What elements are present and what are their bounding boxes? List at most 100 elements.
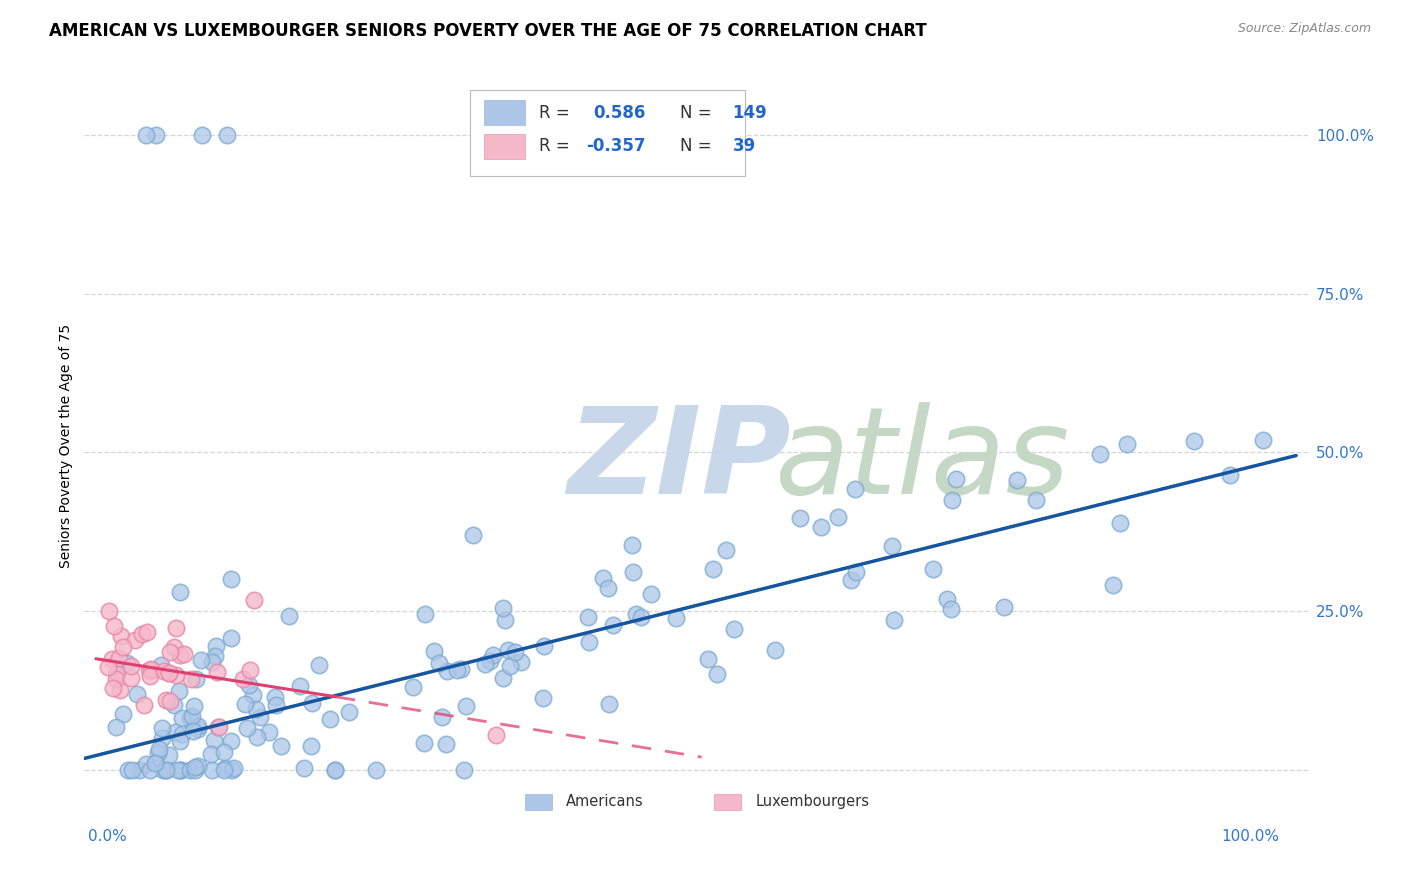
Point — [478, 654, 501, 668]
Point — [278, 609, 301, 624]
Point — [173, 647, 195, 661]
Point — [935, 592, 957, 607]
Point — [290, 679, 312, 693]
Point — [97, 604, 120, 618]
Point — [482, 648, 505, 662]
Point — [1182, 434, 1205, 448]
Point — [179, 711, 201, 725]
Point — [201, 763, 224, 777]
Point — [100, 652, 122, 666]
Point — [124, 632, 146, 647]
Point — [602, 617, 624, 632]
Point — [592, 571, 614, 585]
Point — [165, 621, 187, 635]
Point — [163, 640, 186, 654]
Point — [576, 610, 599, 624]
Point — [246, 730, 269, 744]
Text: Americans: Americans — [567, 795, 644, 809]
Point — [845, 566, 868, 580]
Text: R =: R = — [540, 137, 571, 155]
Point — [453, 763, 475, 777]
Point — [264, 698, 287, 712]
Point — [436, 664, 458, 678]
Point — [945, 472, 967, 486]
Point — [101, 681, 124, 695]
Point — [183, 760, 205, 774]
Point — [146, 746, 169, 760]
Point — [257, 725, 280, 739]
Point — [696, 651, 718, 665]
Point — [706, 666, 728, 681]
Point — [187, 759, 209, 773]
Point — [153, 664, 176, 678]
Point — [180, 708, 202, 723]
Text: 39: 39 — [733, 137, 756, 155]
Point — [159, 694, 181, 708]
Point — [111, 640, 134, 655]
Point — [233, 697, 256, 711]
Point — [402, 680, 425, 694]
Point — [474, 657, 496, 672]
Point — [149, 658, 172, 673]
Point — [181, 723, 204, 738]
Point — [155, 763, 177, 777]
Point — [499, 658, 522, 673]
Point — [214, 761, 236, 775]
Point — [148, 742, 170, 756]
Point — [1088, 447, 1111, 461]
Point — [157, 665, 180, 680]
Point — [235, 721, 257, 735]
Point — [139, 669, 162, 683]
FancyBboxPatch shape — [484, 134, 524, 159]
Point — [702, 561, 724, 575]
Point — [1025, 492, 1047, 507]
Point — [120, 671, 142, 685]
Text: R =: R = — [540, 103, 571, 121]
Point — [446, 663, 468, 677]
Point — [135, 625, 157, 640]
Point — [723, 622, 745, 636]
Point — [430, 710, 453, 724]
Point — [108, 683, 131, 698]
Point — [169, 763, 191, 777]
Point — [170, 763, 193, 777]
Point — [157, 747, 180, 762]
Y-axis label: Seniors Poverty Over the Age of 75: Seniors Poverty Over the Age of 75 — [59, 324, 73, 568]
Point — [1102, 578, 1125, 592]
Point — [201, 655, 224, 669]
Point — [630, 610, 652, 624]
Point — [135, 128, 157, 142]
Point — [191, 128, 214, 142]
Point — [1219, 467, 1241, 482]
Point — [939, 602, 962, 616]
Point — [463, 528, 485, 542]
Text: -0.357: -0.357 — [586, 137, 645, 155]
Point — [121, 763, 143, 777]
Point — [239, 663, 262, 677]
Point — [827, 509, 849, 524]
Point — [596, 582, 619, 596]
Point — [138, 663, 160, 677]
Point — [323, 763, 346, 777]
Text: Luxembourgers: Luxembourgers — [756, 795, 870, 809]
Point — [221, 734, 243, 748]
Point — [208, 720, 231, 734]
Point — [232, 672, 254, 686]
Point — [120, 658, 142, 673]
Text: ZIP: ZIP — [568, 402, 792, 519]
Point — [150, 731, 173, 745]
Point — [143, 756, 166, 771]
Point — [215, 128, 238, 142]
Point — [624, 607, 647, 621]
Point — [167, 684, 190, 698]
Point — [139, 763, 162, 777]
FancyBboxPatch shape — [524, 794, 551, 810]
Point — [485, 728, 508, 742]
Point — [207, 720, 229, 734]
Point — [496, 643, 519, 657]
Point — [763, 643, 786, 657]
Point — [107, 667, 129, 681]
Point — [150, 721, 173, 735]
FancyBboxPatch shape — [470, 90, 745, 177]
Point — [434, 737, 457, 751]
